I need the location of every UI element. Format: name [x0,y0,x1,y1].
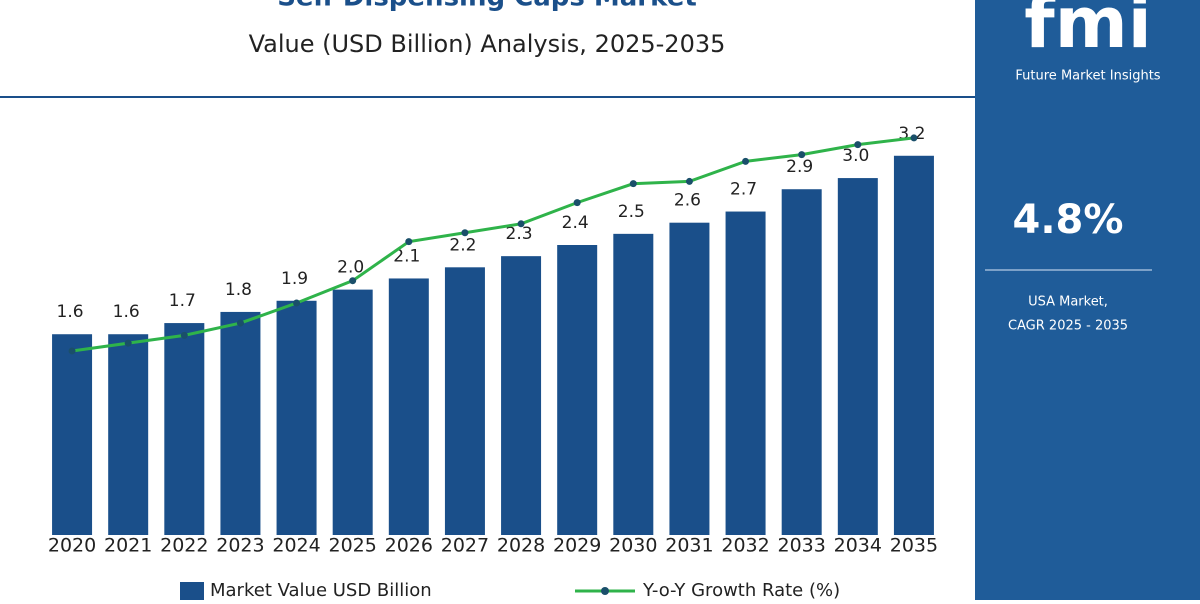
bar [276,300,317,535]
x-tick-label: 2031 [665,535,713,557]
value-label: 2.1 [393,246,420,266]
period-label: CAGR 2025 - 2035 [1008,319,1128,334]
value-label: 2.9 [786,157,813,177]
bar [725,211,766,536]
value-label: 2.0 [337,258,364,278]
bar [781,189,822,535]
growth-line [71,136,915,353]
brand: Future Market Insights [1015,69,1160,84]
x-tick-label: 2021 [104,535,152,557]
legend-dot [601,587,609,595]
legend-swatch [180,582,204,600]
value-label: 2.7 [730,180,757,200]
growth-point [124,339,132,347]
bar [444,267,485,535]
growth-point [798,151,806,159]
bar [332,289,373,535]
growth-point [293,299,301,307]
value-label: 3.0 [842,146,869,166]
value-label: 1.9 [281,269,308,289]
x-tick-label: 2028 [497,535,545,557]
value-label: 2.6 [674,191,701,211]
x-tick-label: 2035 [890,535,938,557]
value-label: 2.3 [506,224,533,244]
bar [52,334,93,535]
x-tick-label: 2027 [441,535,489,557]
value-label: 1.6 [113,302,140,322]
bar [893,155,934,535]
chart-title: Self Dispensing Caps Market [277,0,697,13]
chart-subtitle: Value (USD Billion) Analysis, 2025-2035 [249,30,726,58]
growth-point [854,141,862,149]
growth-point [349,277,357,285]
growth-point [629,180,637,188]
bar [108,334,149,535]
x-tick-label: 2030 [609,535,657,557]
market-label: USA Market, [1028,295,1108,310]
x-tick-label: 2029 [553,535,601,557]
growth-point [517,220,525,228]
bar [613,233,654,535]
bar [669,222,710,535]
x-tick-label: 2032 [721,535,769,557]
legend-label: Market Value USD Billion [210,580,432,600]
bar [557,245,598,535]
value-label: 1.7 [169,291,196,311]
bar [164,323,205,535]
growth-point [742,157,750,165]
growth-point [461,229,469,237]
value-label: 2.4 [562,213,589,233]
growth-point [573,199,581,207]
bar [220,311,261,535]
growth-point [236,319,244,327]
growth-point [68,347,76,355]
x-tick-label: 2023 [216,535,264,557]
x-tick-label: 2025 [329,535,377,557]
value-label: 2.5 [618,202,645,222]
growth-point [910,134,918,142]
bar [388,278,429,535]
bar [837,178,878,536]
value-label: 1.8 [225,280,252,300]
side-panel [975,0,1200,600]
x-tick-label: 2034 [834,535,882,557]
x-tick-label: 2026 [385,535,433,557]
growth-point [180,331,188,339]
value-label: 1.6 [57,302,84,322]
x-tick-label: 2033 [778,535,826,557]
cagr-value: 4.8% [1013,197,1124,243]
logo: fmi [1024,0,1151,64]
x-tick-label: 2020 [48,535,96,557]
x-tick-label: 2022 [160,535,208,557]
growth-point [685,177,693,185]
value-label: 2.2 [449,235,476,255]
legend-label: Y-o-Y Growth Rate (%) [642,580,840,600]
growth-point [405,238,413,246]
x-tick-label: 2024 [272,535,320,557]
bar [501,256,542,535]
